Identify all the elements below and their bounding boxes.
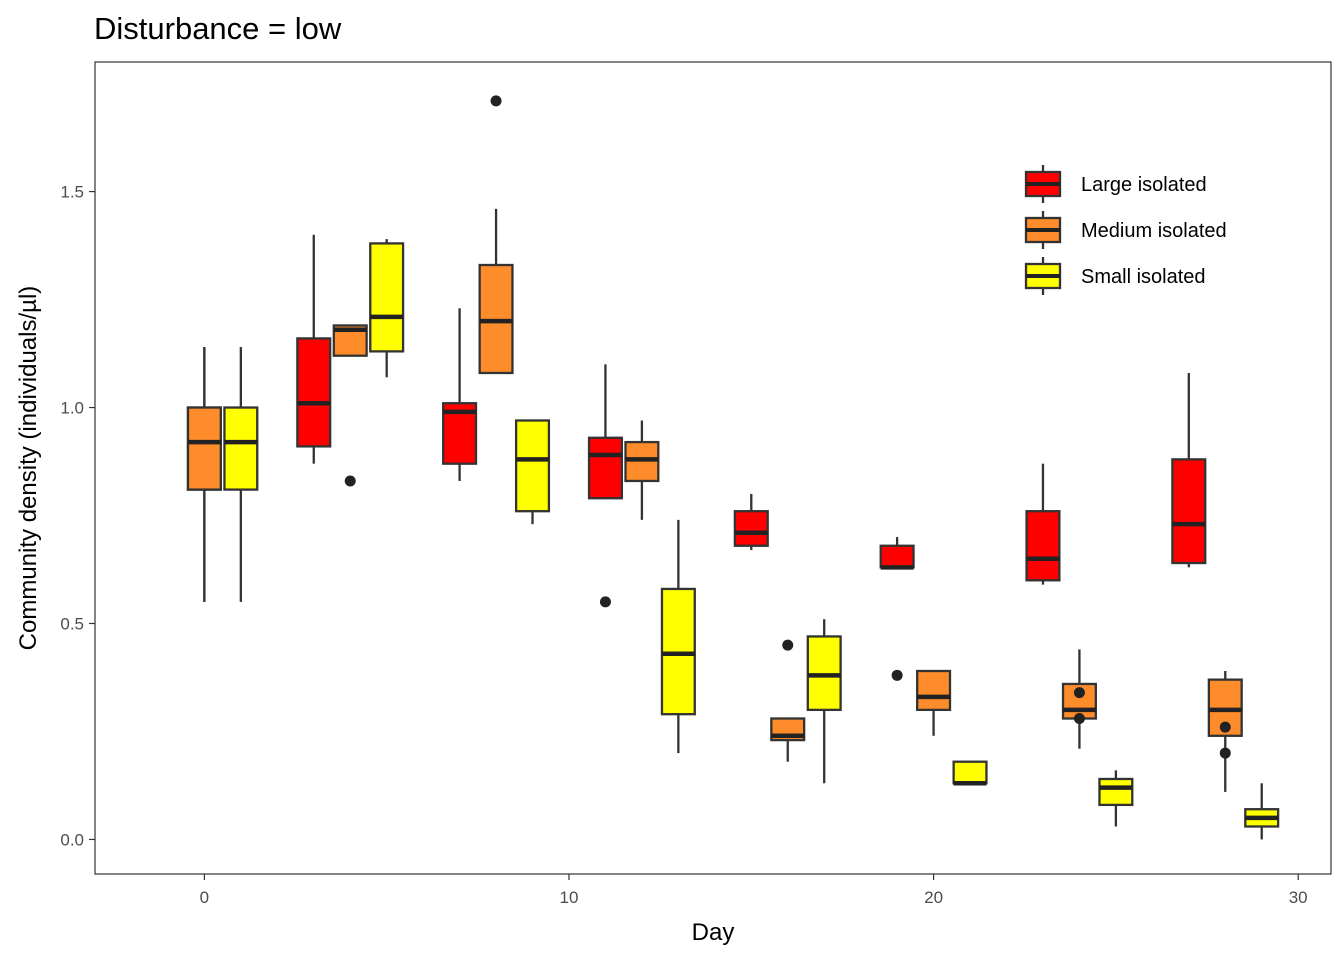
- box: [806, 619, 842, 784]
- outlier-point: [782, 639, 794, 651]
- x-tick-label: 10: [560, 888, 579, 907]
- plot-title: Disturbance = low: [94, 11, 342, 46]
- y-tick-label: 1.5: [60, 183, 84, 202]
- plot-panel: [94, 61, 1332, 875]
- outlier-point: [1219, 747, 1231, 759]
- box-iqr: [296, 337, 332, 448]
- x-axis-title: Day: [692, 919, 735, 946]
- box-iqr: [514, 419, 551, 513]
- legend: Large isolated Medium isolated Small isola…: [1024, 165, 1227, 295]
- outlier-point: [1073, 713, 1085, 725]
- box: [514, 419, 551, 525]
- box: [1171, 372, 1207, 568]
- box-iqr: [952, 760, 988, 785]
- box: [587, 364, 623, 608]
- x-tick-label: 20: [924, 888, 943, 907]
- box: [186, 347, 222, 602]
- box: [879, 537, 915, 681]
- y-axis: 0.0 0.5 1.0 1.5: [60, 183, 95, 849]
- outlier-point: [490, 95, 502, 107]
- x-axis: 0 10 20 30: [200, 874, 1308, 907]
- box-iqr: [223, 406, 259, 491]
- box: [369, 239, 405, 378]
- box: [624, 420, 660, 520]
- box-iqr: [186, 406, 222, 491]
- box: [442, 308, 478, 481]
- box: [660, 519, 696, 754]
- box-iqr: [733, 510, 769, 547]
- box-iqr: [369, 242, 405, 353]
- box: [332, 324, 368, 487]
- boxes-layer: [186, 95, 1280, 840]
- box-iqr: [879, 544, 915, 569]
- box: [1098, 770, 1134, 827]
- outlier-point: [1219, 721, 1231, 733]
- box-iqr: [1025, 510, 1061, 582]
- legend-label: Small isolated: [1081, 266, 1206, 288]
- box: [916, 669, 952, 736]
- outlier-point: [1073, 687, 1085, 699]
- box: [1207, 671, 1243, 792]
- box-iqr: [916, 669, 952, 712]
- y-tick-label: 1.0: [60, 399, 84, 418]
- x-tick-label: 0: [200, 888, 209, 907]
- box: [478, 95, 514, 375]
- y-tick-label: 0.5: [60, 614, 84, 633]
- box-iqr: [1171, 458, 1207, 565]
- outlier-point: [344, 475, 356, 487]
- box-iqr: [587, 436, 623, 500]
- box: [1061, 649, 1097, 749]
- box: [296, 234, 332, 464]
- box: [1244, 783, 1280, 840]
- box: [1025, 463, 1061, 585]
- box: [770, 639, 806, 762]
- legend-item: Large isolated: [1024, 165, 1207, 203]
- y-axis-title: Community density (individuals/µl): [15, 286, 42, 651]
- box-iqr: [1098, 777, 1134, 807]
- x-tick-label: 30: [1289, 888, 1308, 907]
- outlier-point: [891, 669, 903, 681]
- legend-item: Small isolated: [1024, 257, 1206, 295]
- legend-label: Large isolated: [1081, 174, 1207, 196]
- legend-item: Medium isolated: [1024, 211, 1227, 249]
- box: [952, 760, 988, 786]
- y-tick-label: 0.0: [60, 830, 84, 849]
- legend-label: Medium isolated: [1081, 220, 1227, 242]
- box: [223, 347, 259, 602]
- outlier-point: [599, 596, 611, 608]
- box: [733, 493, 769, 551]
